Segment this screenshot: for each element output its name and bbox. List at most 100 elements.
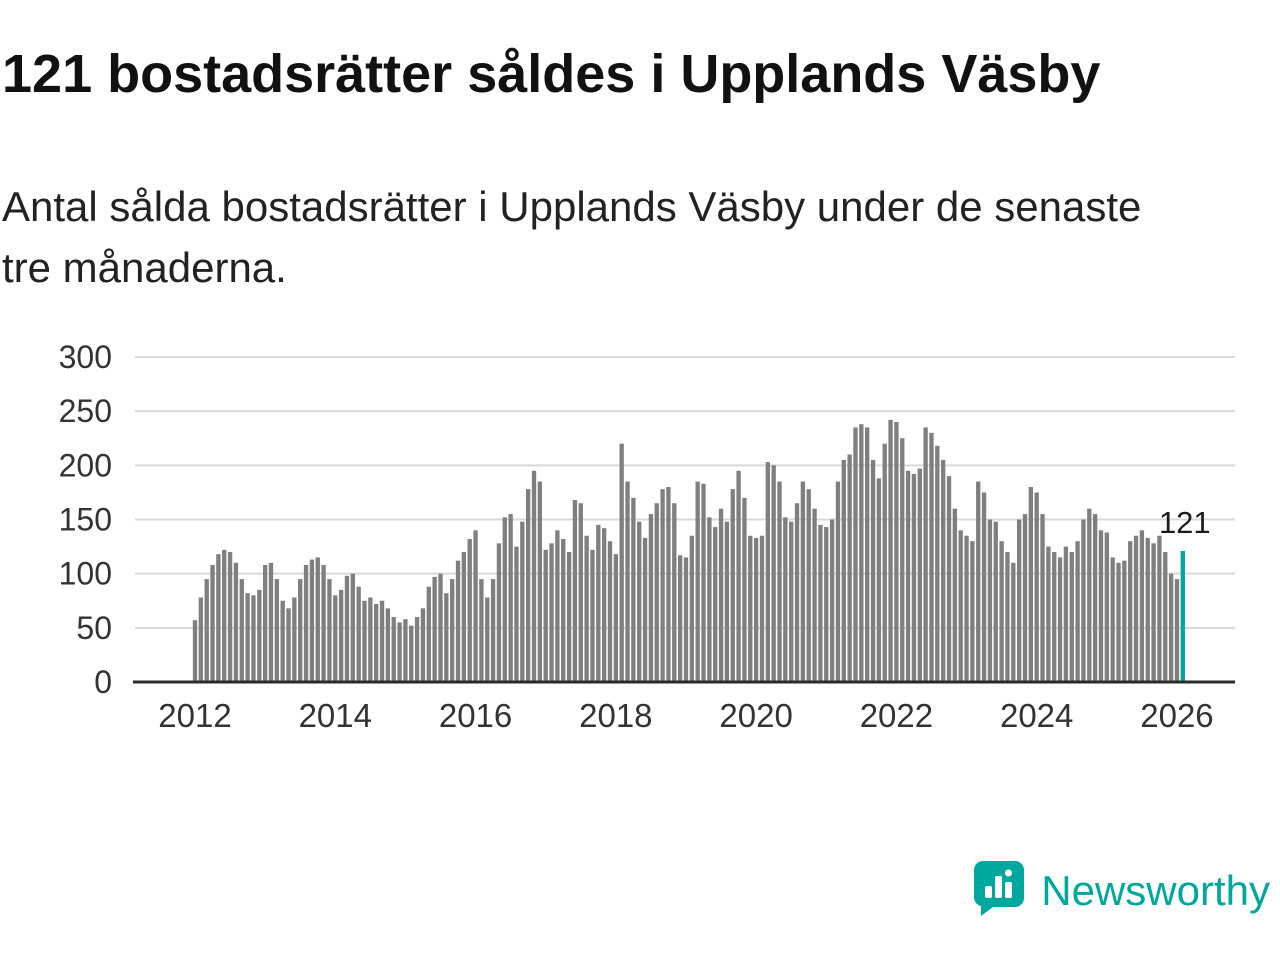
bar <box>1075 541 1080 682</box>
bar <box>555 530 560 682</box>
bar <box>426 586 431 682</box>
bar <box>613 554 619 682</box>
bar <box>397 622 402 682</box>
newsworthy-logo-icon <box>973 860 1025 921</box>
bar <box>379 600 385 682</box>
bar <box>333 595 338 682</box>
bar <box>1081 519 1086 682</box>
bar <box>829 519 835 682</box>
bar <box>1034 492 1039 682</box>
bar <box>648 514 654 682</box>
bar <box>923 427 928 682</box>
bar <box>865 427 870 682</box>
bar <box>882 443 887 682</box>
x-tick-label: 2016 <box>439 697 512 734</box>
bar <box>485 597 490 682</box>
bar <box>1157 535 1162 682</box>
bar <box>1110 557 1115 682</box>
bar <box>958 530 963 682</box>
bar <box>526 489 531 682</box>
bar <box>976 481 981 682</box>
bar <box>198 597 204 682</box>
y-tick-label: 150 <box>59 502 112 538</box>
bar <box>1122 560 1127 682</box>
bar <box>1040 514 1045 682</box>
bar <box>683 557 689 682</box>
bar <box>941 459 946 682</box>
bar <box>385 608 391 682</box>
bar <box>520 521 525 682</box>
bar <box>818 524 823 682</box>
bar <box>321 565 326 682</box>
y-tick-label: 200 <box>59 447 112 483</box>
bar <box>596 524 601 682</box>
bar <box>222 549 227 682</box>
bar <box>204 579 209 682</box>
bar <box>812 508 817 682</box>
y-tick-label: 50 <box>76 610 112 646</box>
bar <box>981 492 987 682</box>
bar <box>432 576 437 682</box>
x-tick-label: 2022 <box>860 697 933 734</box>
bar <box>1069 552 1074 682</box>
bar <box>759 535 765 682</box>
x-tick-label: 2012 <box>158 697 231 734</box>
x-tick-label: 2026 <box>1140 697 1213 734</box>
bar <box>847 454 852 682</box>
bar <box>900 438 905 682</box>
bar <box>707 517 712 682</box>
y-axis-labels: 0 50 100 150 200 250 300 <box>59 339 112 700</box>
bar <box>888 419 893 682</box>
bar <box>1104 532 1109 682</box>
x-axis-labels: 2012 2014 2016 2018 2020 2022 2024 2026 <box>158 697 1213 734</box>
bar <box>502 517 507 682</box>
bar <box>1163 552 1168 682</box>
bar <box>771 465 776 682</box>
branding: Newsworthy <box>973 860 1270 921</box>
bar <box>239 579 244 682</box>
bar <box>1016 519 1022 682</box>
highlighted-bar <box>1180 550 1185 682</box>
bar <box>905 470 911 682</box>
bar <box>835 481 841 682</box>
bar <box>841 459 846 682</box>
bar <box>537 481 543 682</box>
bar <box>607 541 613 682</box>
bar <box>783 517 788 682</box>
bar <box>496 543 502 682</box>
bar <box>192 620 198 682</box>
bar <box>1116 562 1121 682</box>
bar <box>391 617 396 682</box>
bar <box>736 470 741 682</box>
bar <box>637 521 642 682</box>
bar <box>274 579 279 682</box>
bar <box>1145 537 1150 682</box>
bar <box>227 552 233 682</box>
bar <box>403 619 408 682</box>
bar <box>479 579 484 682</box>
bar <box>1028 487 1033 682</box>
bar <box>701 483 706 682</box>
bar <box>601 528 607 682</box>
bars <box>192 419 1185 682</box>
bar <box>765 462 770 682</box>
bar <box>508 514 513 682</box>
bar <box>853 427 858 682</box>
bar <box>718 508 724 682</box>
bar <box>642 537 648 682</box>
bar <box>450 579 455 682</box>
bar <box>455 560 461 682</box>
bar <box>1052 552 1057 682</box>
bar <box>566 552 572 682</box>
bar <box>543 549 548 682</box>
bar <box>438 573 443 682</box>
bar <box>794 503 800 682</box>
bar <box>1168 573 1174 682</box>
bar <box>245 593 250 682</box>
x-tick-label: 2014 <box>299 697 372 734</box>
bar <box>824 527 829 682</box>
bar <box>1057 557 1063 682</box>
bar <box>461 552 467 682</box>
